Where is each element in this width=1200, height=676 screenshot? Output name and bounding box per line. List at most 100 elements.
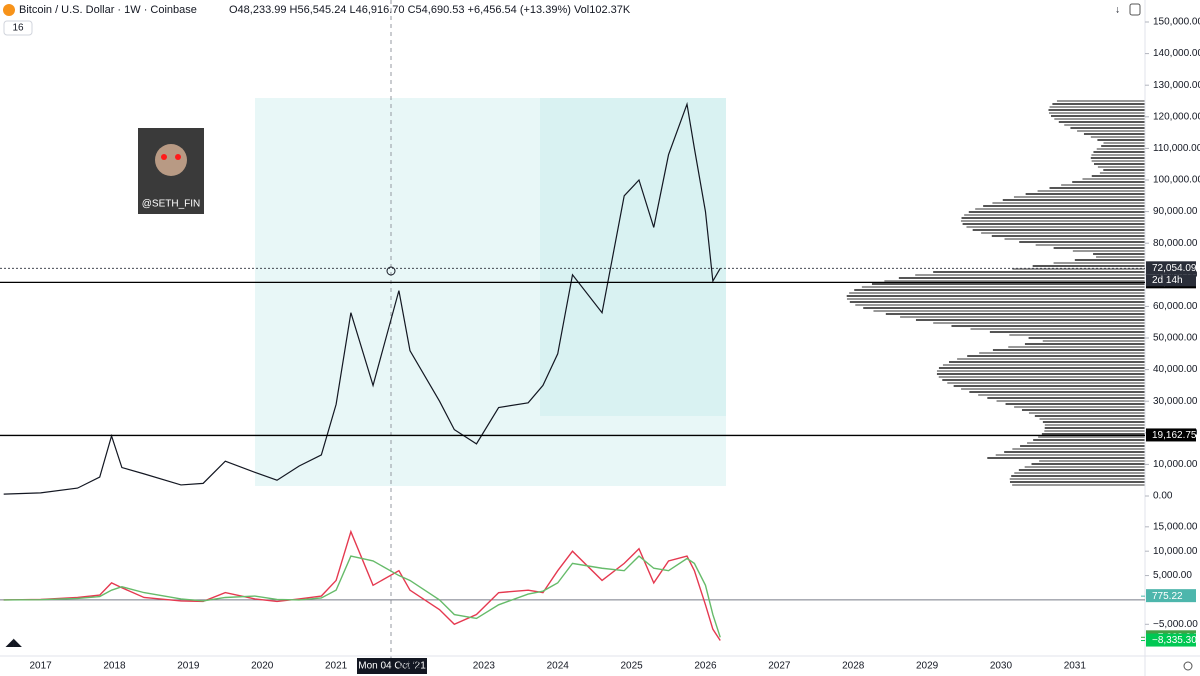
profile-bar [1048, 112, 1145, 114]
x-tick-label: 2017 [30, 661, 53, 672]
profile-bar [1093, 151, 1145, 153]
profile-bar [1077, 130, 1145, 132]
avatar-eye [161, 154, 167, 160]
profile-bar [995, 454, 1145, 456]
x-tick-label: 2026 [694, 661, 717, 672]
profile-bar [979, 352, 1145, 354]
profile-bar [936, 370, 1145, 372]
y-tick-label: −5,000.00 [1153, 619, 1198, 630]
profile-bar [975, 208, 1145, 210]
y-tick-label: 50,000.00 [1153, 333, 1198, 344]
y-tick-label: 10,000.00 [1153, 459, 1198, 470]
profile-bar [1031, 463, 1145, 465]
y-tick-label: 90,000.00 [1153, 206, 1198, 217]
profile-bar [1050, 115, 1145, 117]
profile-bar [1032, 265, 1145, 267]
indicator-toggle[interactable] [3, 20, 33, 36]
profile-bar [1074, 259, 1145, 261]
profile-bar [933, 271, 1145, 273]
reload-icon[interactable] [1129, 3, 1141, 16]
level-box [1146, 633, 1196, 647]
profile-bar [1090, 136, 1145, 138]
profile-bar [1009, 334, 1145, 336]
profile-bar [1011, 475, 1145, 477]
profile-bar [1014, 472, 1145, 474]
x-tick-label: 2024 [547, 661, 570, 672]
level-box [1146, 589, 1196, 603]
profile-bar [846, 295, 1145, 297]
y-tick-label: 100,000.00 [1153, 175, 1200, 186]
profile-bar [861, 286, 1145, 288]
profile-bar [1072, 250, 1145, 252]
price-line [3, 101, 721, 495]
profile-bar [1049, 106, 1145, 108]
profile-bar [947, 382, 1145, 384]
x-tick-label: 2028 [842, 661, 865, 672]
crosshair-date-box [357, 658, 427, 674]
profile-bar [1091, 175, 1145, 177]
profile-bar [987, 457, 1145, 459]
profile-bar [1070, 127, 1145, 129]
countdown: 2d 14h [1152, 275, 1183, 286]
profile-bar [942, 364, 1145, 366]
level-label: 19,162.75 [1152, 430, 1197, 441]
profile-bar [1024, 343, 1145, 345]
profile-bar [1033, 439, 1145, 441]
y-tick-label: 80,000.00 [1153, 238, 1198, 249]
x-tick-label: 2022 [399, 661, 422, 672]
level-box [1146, 428, 1196, 442]
level-label: 775.22 [1152, 591, 1183, 602]
profile-bar [1002, 199, 1145, 201]
profile-bar [942, 379, 1145, 381]
profile-bar [1094, 163, 1145, 165]
profile-bar [863, 307, 1145, 309]
scroll-icon[interactable]: ↓ [1115, 5, 1120, 16]
profile-bar [1039, 418, 1145, 420]
y-tick-label: 150,000.00 [1153, 17, 1200, 28]
settings-icon[interactable] [1183, 661, 1193, 671]
avatar-face [155, 144, 187, 176]
y-tick-label: 30,000.00 [1153, 396, 1198, 407]
profile-bar [1044, 427, 1145, 429]
profile-bar [957, 358, 1145, 360]
profile-bar [1056, 100, 1145, 102]
profile-bar [1034, 415, 1145, 417]
profile-bar [1044, 424, 1145, 426]
profile-bar [898, 277, 1145, 279]
profile-bar [873, 310, 1145, 312]
profile-bar [1012, 448, 1145, 450]
profile-bar [1025, 193, 1145, 195]
indicator-line [3, 555, 721, 638]
profile-bar [1021, 409, 1145, 411]
y-tick-label: 5,000.00 [1153, 570, 1192, 581]
x-tick-label: 2020 [251, 661, 274, 672]
indicator-line [3, 529, 721, 641]
y-tick-label: 110,000.00 [1153, 143, 1200, 154]
profile-bar [1054, 118, 1145, 120]
profile-bar [1091, 160, 1145, 162]
profile-bar [1009, 481, 1145, 483]
profile-bar [967, 355, 1145, 357]
profile-bar [1042, 421, 1145, 423]
profile-bar [953, 385, 1145, 387]
profile-bar [1090, 157, 1145, 159]
symbol-icon [3, 4, 15, 16]
profile-bar [884, 280, 1145, 282]
profile-bar [885, 313, 1145, 315]
profile-bar [1044, 430, 1145, 432]
profile-bar [996, 400, 1145, 402]
profile-bar [1093, 253, 1145, 255]
profile-bar [1018, 469, 1145, 471]
profile-bar [1037, 190, 1145, 192]
profile-bar [849, 292, 1145, 294]
profile-bar [1064, 124, 1145, 126]
profile-bar [961, 217, 1145, 219]
profile-bar [1083, 133, 1145, 135]
y-tick-label: 0.00 [1153, 491, 1173, 502]
level-label: −8,335.30 [1152, 635, 1197, 646]
level-label: 72,054.09 [1152, 263, 1197, 274]
profile-bar [978, 394, 1145, 396]
profile-bar [1014, 406, 1145, 408]
y-tick-label: 40,000.00 [1153, 364, 1198, 375]
